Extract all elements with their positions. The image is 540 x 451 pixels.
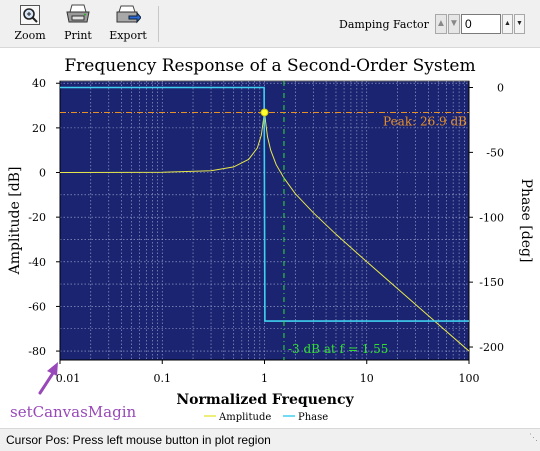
x-axis-label: Normalized Frequency: [176, 392, 354, 408]
legend-amplitude-label: Amplitude: [218, 412, 271, 423]
phase-series-line: [60, 86, 469, 322]
toolbar: Zoom Print Export Damping Factor ▲ ▼ ▲ ▼: [0, 0, 540, 48]
status-bar: Cursor Pos: Press left mouse button in p…: [0, 428, 540, 450]
peak-annotation-label: Peak: 26.9 dB: [383, 114, 467, 128]
x-tick-label: 10: [360, 372, 374, 385]
zoom-button[interactable]: Zoom: [10, 3, 50, 45]
y-tick-label: -20: [28, 211, 46, 224]
damping-factor-label: Damping Factor: [339, 18, 429, 31]
cursor-position-text: Cursor Pos: Press left mouse button in p…: [6, 433, 271, 447]
damping-min-button[interactable]: ▲: [435, 14, 447, 34]
y-tick-label: -80: [28, 345, 46, 358]
peak-marker: [260, 108, 269, 117]
y2-tick-label: -100: [479, 211, 504, 224]
damping-dropdown-button[interactable]: ▼: [448, 14, 460, 34]
legend-phase-label: Phase: [298, 412, 328, 423]
y-axis-label: Amplitude [dB]: [7, 167, 23, 276]
y2-tick-label: -150: [479, 276, 504, 289]
y2-tick-label: -50: [486, 146, 504, 159]
y2-tick-label: -200: [479, 341, 504, 354]
chart-title: Frequency Response of a Second-Order Sys…: [64, 56, 475, 76]
overlay-arrow-shaft: [38, 368, 57, 395]
y2-axis-label: Phase [deg]: [518, 179, 534, 263]
y-tick-label: -40: [28, 256, 46, 269]
print-button[interactable]: Print: [58, 3, 98, 45]
chart-area: Frequency Response of a Second-Order Sys…: [0, 48, 540, 428]
damping-factor-input[interactable]: [461, 14, 501, 34]
export-label: Export: [109, 29, 147, 42]
export-button[interactable]: Export: [106, 3, 150, 45]
zoom-icon: [20, 5, 40, 25]
printer-icon: [66, 4, 90, 23]
x-tick-label: 0.01: [56, 372, 81, 385]
minus-3db-annotation-label: -3 dB at f = 1.55: [288, 342, 388, 356]
x-tick-label: 100: [459, 372, 480, 385]
y-tick-label: 40: [32, 77, 46, 90]
resize-grip-icon[interactable]: ⋱: [529, 432, 538, 442]
x-tick-label: 0.1: [154, 372, 172, 385]
y-tick-label: 20: [32, 122, 46, 135]
y-tick-label: -60: [28, 300, 46, 313]
x-tick-label: 1: [261, 372, 268, 385]
overlay-annotation-label: setCanvasMagin: [10, 403, 136, 421]
overlay-arrow-head: [47, 362, 58, 376]
y2-tick-label: 0: [497, 81, 504, 94]
damping-decrease-button[interactable]: ▼: [514, 14, 525, 34]
y-tick-label: 0: [39, 167, 46, 180]
export-icon: [116, 5, 141, 24]
toolbar-separator: [158, 6, 159, 42]
damping-increase-button[interactable]: ▲: [502, 14, 513, 34]
frequency-response-chart[interactable]: Frequency Response of a Second-Order Sys…: [0, 48, 540, 428]
amplitude-series-line: [60, 112, 469, 352]
print-label: Print: [64, 29, 92, 42]
zoom-label: Zoom: [14, 29, 46, 42]
